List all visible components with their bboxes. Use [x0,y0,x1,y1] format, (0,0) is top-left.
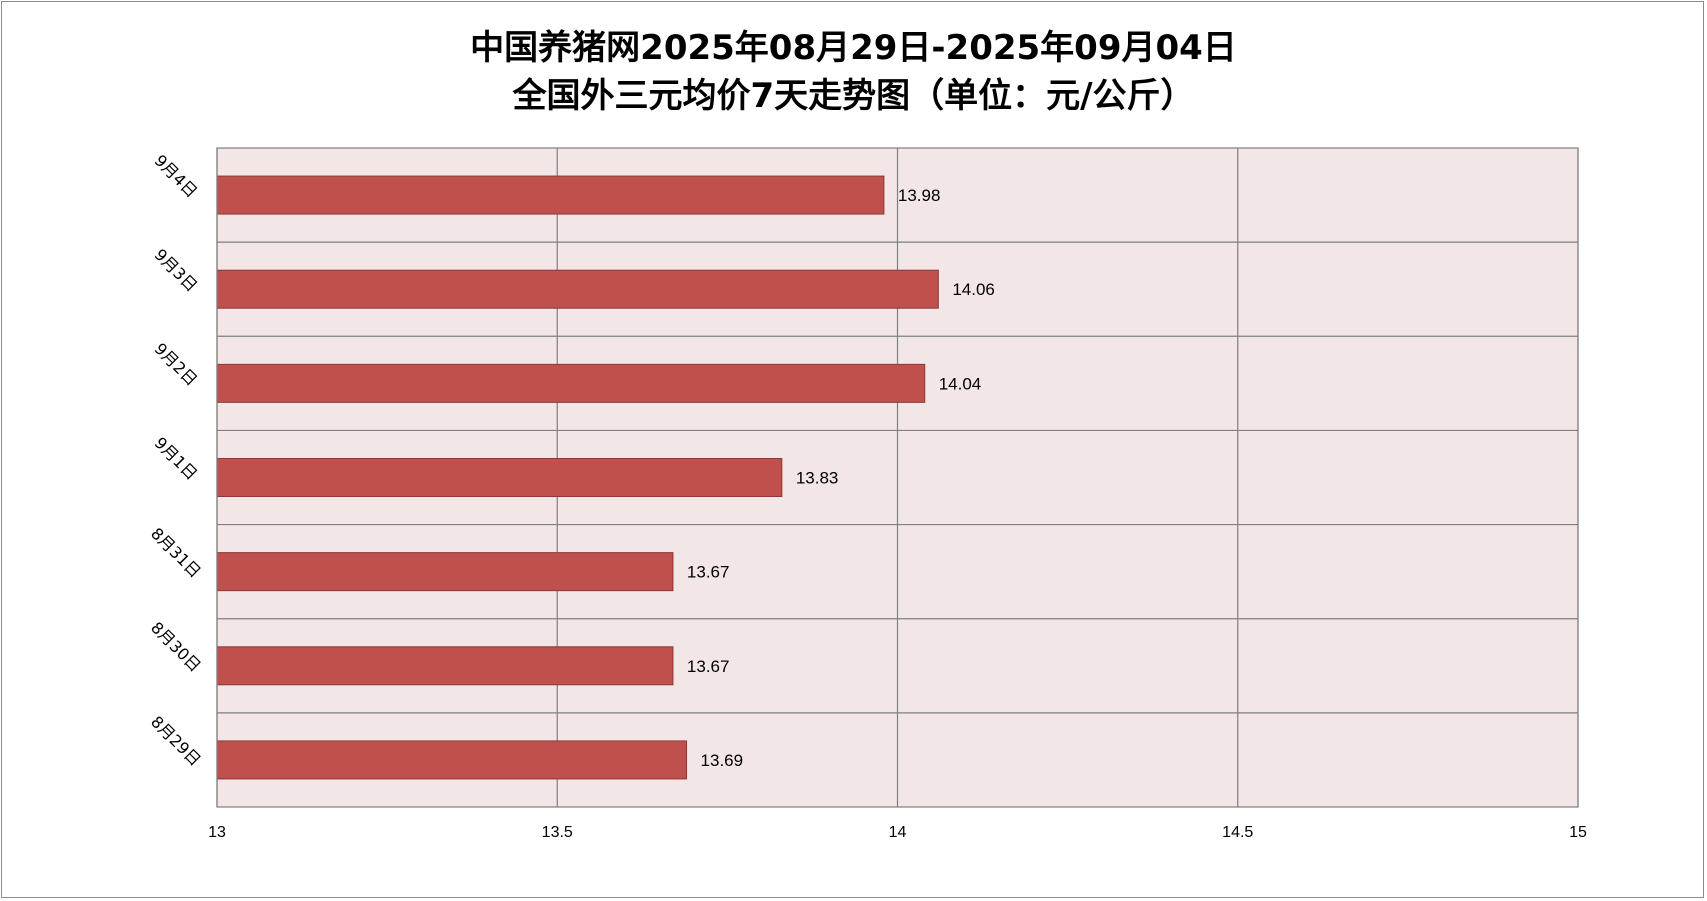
data-label-5: 13.67 [687,657,730,676]
x-tick-label-3: 14.5 [1222,824,1253,841]
chart-subtitle: 全国外三元均价7天走势图（单位：元/公斤） [512,76,1195,116]
data-label-4: 13.67 [687,563,730,582]
category-label-3: 9月1日 [151,433,201,483]
bar-1 [216,269,939,309]
category-label-1: 9月3日 [151,245,201,295]
category-label-2: 9月2日 [151,339,201,389]
plot-border [216,147,1579,808]
bar-3 [216,458,783,497]
category-label-6: 8月29日 [147,712,205,770]
x-tick-label-1: 13.5 [542,824,573,841]
category-label-5: 8月30日 [147,618,205,676]
bar-4 [216,552,674,592]
data-label-6: 13.69 [701,751,744,770]
data-label-2: 14.04 [939,374,982,393]
category-label-4: 8月31日 [147,524,205,582]
bar-0 [216,175,885,215]
data-label-3: 13.83 [796,469,839,488]
bar-6 [216,740,688,780]
bar-2 [216,363,926,403]
bar-5 [216,646,674,686]
category-label-0: 9月4日 [151,151,201,201]
x-tick-label-0: 13 [208,824,226,841]
x-tick-label-4: 15 [1569,824,1587,841]
x-tick-label-2: 14 [889,824,907,841]
chart-title: 中国养猪网2025年08月29日-2025年09月04日 [470,28,1237,68]
bars-group [216,175,939,780]
data-label-1: 14.06 [952,280,995,299]
data-label-0: 13.98 [898,186,941,205]
